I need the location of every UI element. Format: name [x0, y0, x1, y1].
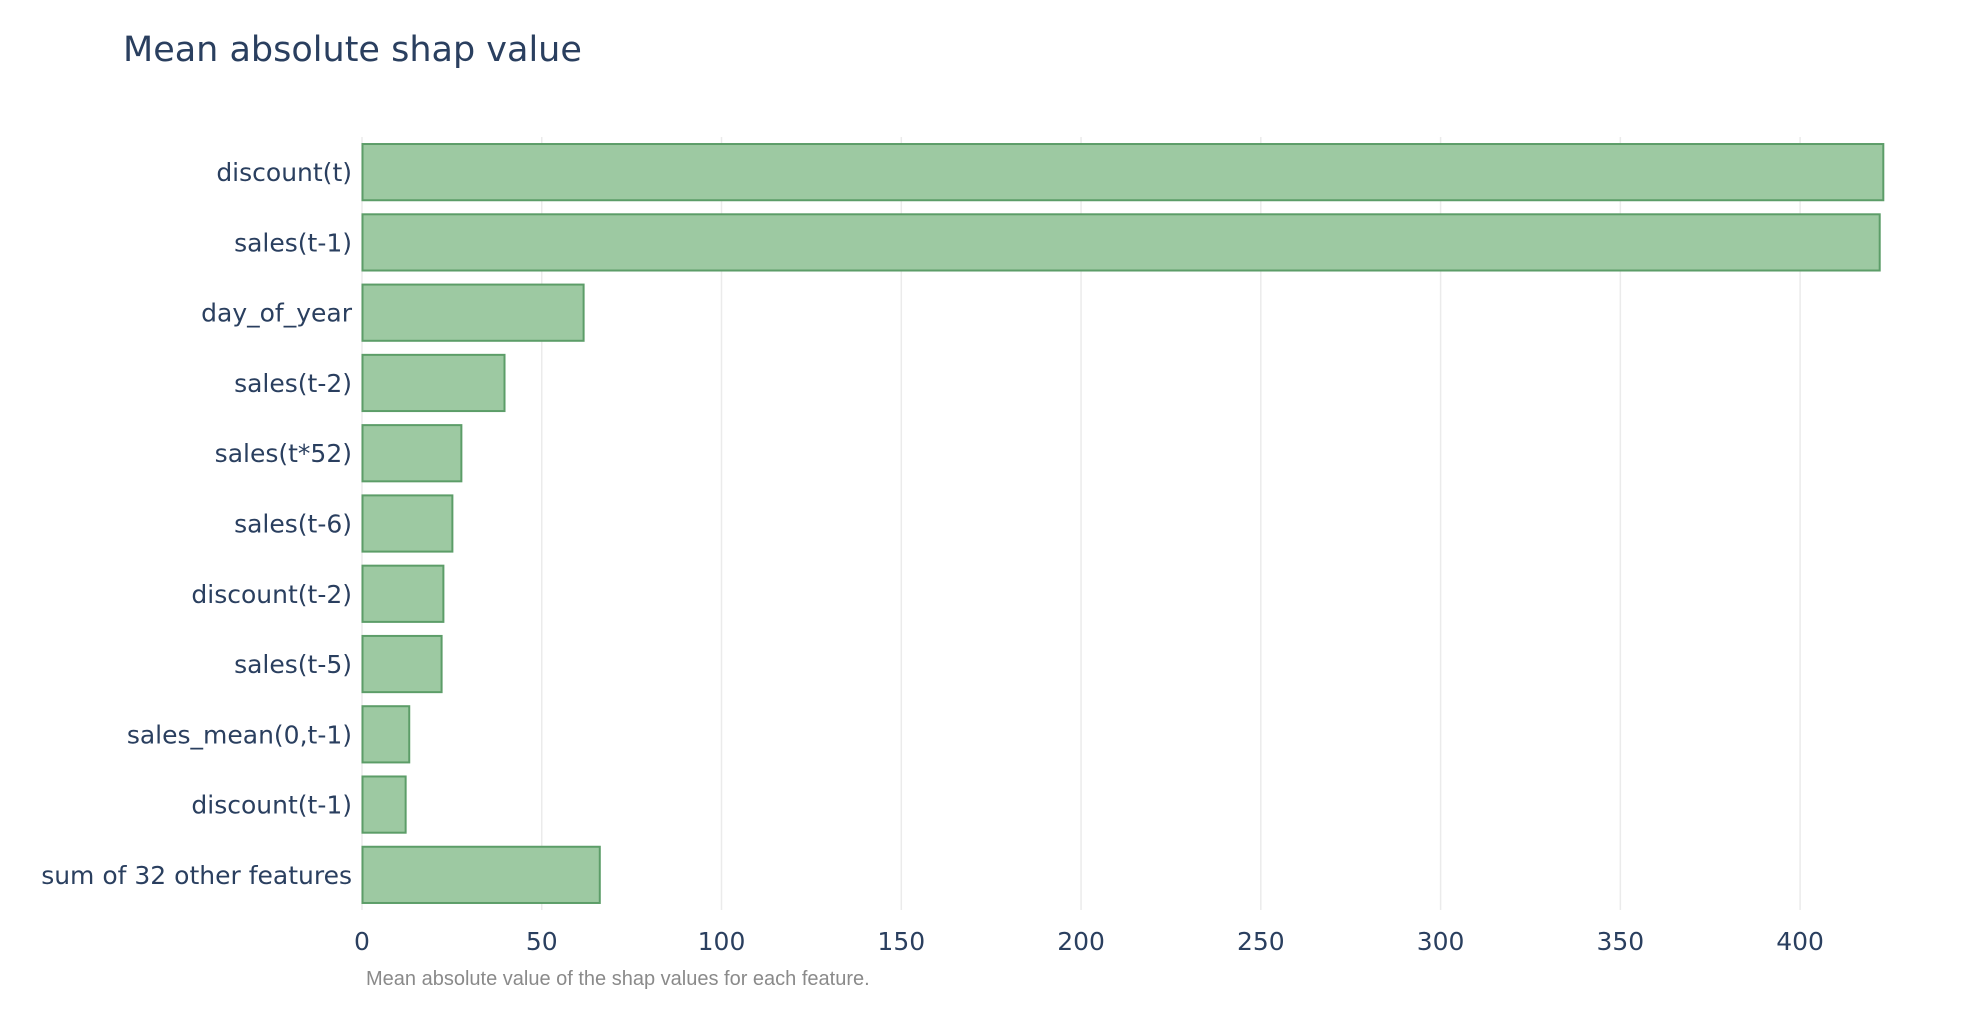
- category-label: sales(t-5): [234, 650, 352, 679]
- bar[interactable]: [361, 845, 601, 904]
- bar[interactable]: [361, 705, 411, 764]
- bar[interactable]: [361, 775, 407, 834]
- category-label: sales(t-1): [234, 228, 352, 257]
- bar[interactable]: [361, 634, 443, 694]
- bar[interactable]: [361, 494, 454, 553]
- category-label: discount(t-1): [191, 791, 352, 820]
- x-tick-label: 150: [877, 927, 925, 956]
- bar[interactable]: [361, 283, 585, 342]
- x-tick-label: 250: [1237, 927, 1285, 956]
- bar[interactable]: [361, 564, 445, 623]
- x-tick-label: 50: [526, 927, 558, 956]
- x-tick-label: 0: [354, 927, 370, 956]
- bar[interactable]: [361, 213, 1881, 272]
- chart-caption: Mean absolute value of the shap values f…: [366, 968, 870, 990]
- chart-title: Mean absolute shap value: [123, 30, 582, 70]
- bar[interactable]: [361, 424, 463, 483]
- bar[interactable]: [361, 353, 506, 413]
- category-label: day_of_year: [201, 299, 353, 328]
- category-label: sales(t-6): [234, 510, 352, 539]
- x-tick-label: 350: [1596, 927, 1644, 956]
- category-label: sales(t-2): [234, 369, 352, 398]
- category-label: discount(t-2): [191, 580, 352, 609]
- category-label: sales_mean(0,t-1): [127, 720, 352, 749]
- category-label: sales(t*52): [215, 439, 352, 468]
- x-tick-label: 200: [1057, 927, 1105, 956]
- bars: [361, 143, 1885, 904]
- x-axis-ticks: 0 50 100 150 200 250 300 350 400: [354, 927, 1824, 956]
- x-tick-label: 100: [698, 927, 746, 956]
- category-label: sum of 32 other features: [41, 861, 352, 890]
- x-tick-label: 400: [1776, 927, 1824, 956]
- x-tick-label: 300: [1417, 927, 1465, 956]
- bar[interactable]: [361, 143, 1885, 202]
- category-label: discount(t): [216, 158, 352, 187]
- category-labels: discount(t) sales(t-1) day_of_year sales(t-…: [41, 158, 353, 890]
